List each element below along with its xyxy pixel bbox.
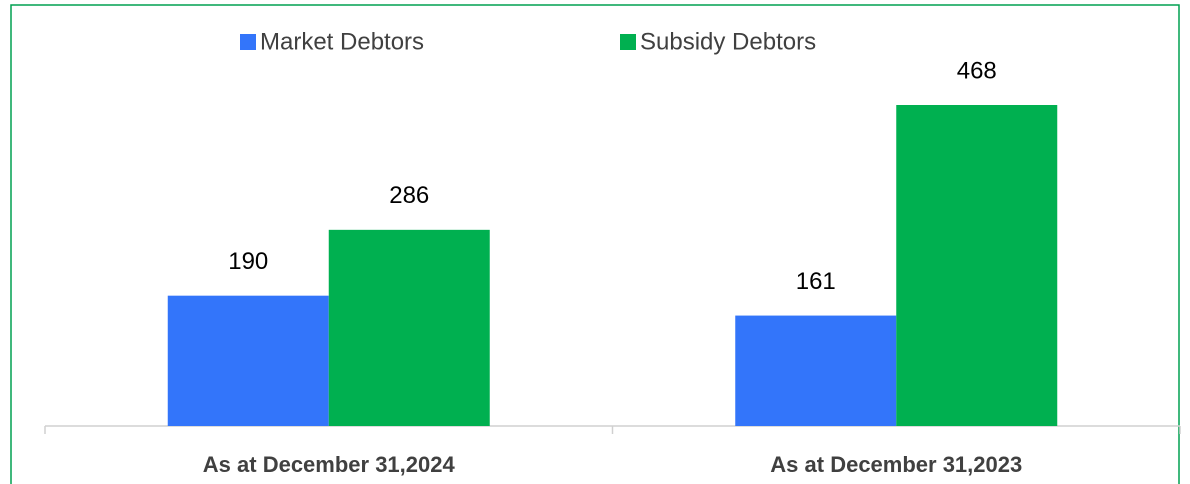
data-label: 161 [796,268,836,295]
bar [328,229,490,426]
legend-label: Market Debtors [260,28,424,55]
legend-label: Subsidy Debtors [640,28,816,55]
chart-border [10,4,1180,484]
bar [167,295,329,426]
x-tick-label: As at December 31,2024 [203,452,456,477]
legend-swatch [620,34,636,50]
bar [896,105,1058,426]
data-label: 468 [957,57,997,84]
data-label: 190 [228,248,268,275]
x-tick-label: As at December 31,2023 [770,452,1022,477]
bar [735,315,897,426]
legend-swatch [240,34,256,50]
data-label: 286 [389,182,429,209]
